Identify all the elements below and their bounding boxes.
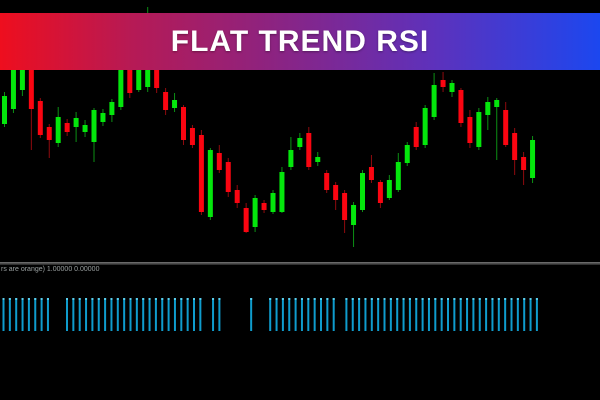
pane-separator — [0, 262, 600, 265]
indicator-label: rs are orange) 1.00000 0.00000 — [1, 266, 100, 273]
title-banner: FLAT TREND RSI — [0, 13, 600, 70]
banner-title: FLAT TREND RSI — [170, 24, 430, 58]
